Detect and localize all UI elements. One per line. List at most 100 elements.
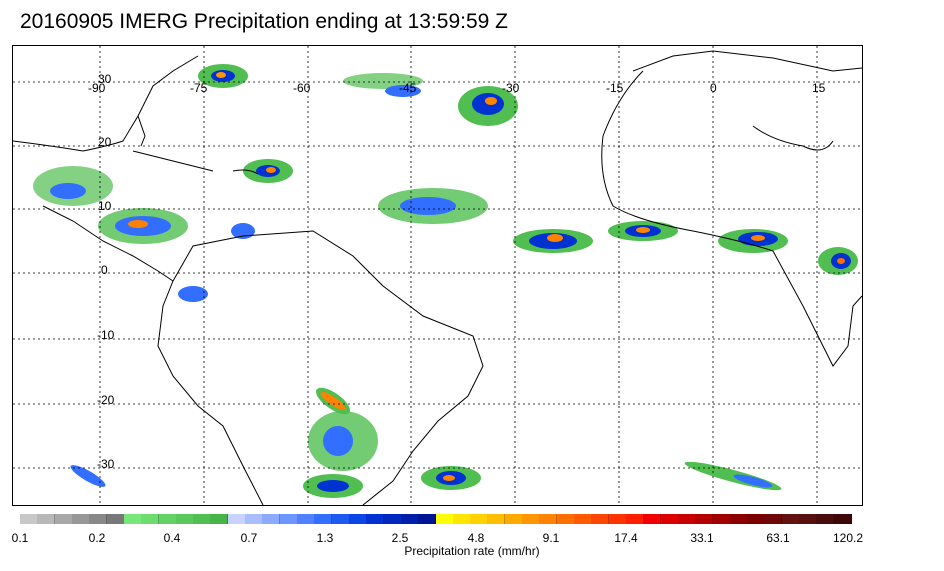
colorbar-cell xyxy=(504,514,523,524)
colorbar-cell xyxy=(20,514,38,524)
longitude-label: -15 xyxy=(606,81,624,95)
rain-cell xyxy=(485,97,497,105)
colorbar-cell xyxy=(245,514,264,524)
colorbar-cell xyxy=(158,514,177,524)
precipitation-layer xyxy=(33,64,858,498)
rain-cell xyxy=(317,480,349,492)
latitude-label: 20 xyxy=(98,135,112,149)
colorbar-cell xyxy=(764,514,783,524)
rain-cell xyxy=(320,391,346,411)
colorbar-cell xyxy=(175,514,194,524)
colorbar-tick-label: 0.4 xyxy=(163,531,181,545)
colorbar-cell xyxy=(574,514,592,524)
coastlines xyxy=(13,50,862,505)
graticule xyxy=(13,46,862,505)
latitude-label: 30 xyxy=(98,72,112,86)
rain-cell xyxy=(128,220,148,228)
colorbar-label: Precipitation rate (mm/hr) xyxy=(404,544,540,558)
colorbar-tick-label: 9.1 xyxy=(542,531,560,545)
colorbar-cell xyxy=(54,514,73,524)
colorbar-cell xyxy=(37,514,56,524)
colorbar-tick-label: 1.3 xyxy=(316,531,334,545)
colorbar-cell xyxy=(625,514,644,524)
longitude-label: -60 xyxy=(293,81,311,95)
colorbar-tick-label: 0.7 xyxy=(240,531,258,545)
colorbar-cell xyxy=(712,514,731,524)
longitude-label: -90 xyxy=(88,81,106,95)
rain-cell xyxy=(70,465,106,487)
rain-cell xyxy=(751,235,765,241)
latitude-label: 10 xyxy=(98,199,112,213)
colorbar-cell xyxy=(435,514,454,524)
latitude-label: -20 xyxy=(97,393,115,407)
latitude-label: 0 xyxy=(101,263,108,277)
colorbar-cell xyxy=(729,514,748,524)
longitude-label: -30 xyxy=(502,81,520,95)
rain-cell xyxy=(636,227,650,233)
map-title: 20160905 IMERG Precipitation ending at 1… xyxy=(20,10,508,33)
colorbar-cell xyxy=(470,514,489,524)
colorbar-cell xyxy=(816,514,835,524)
colorbar-cell xyxy=(193,514,212,524)
colorbar-cell xyxy=(279,514,298,524)
colorbar-tick-label: 2.5 xyxy=(391,531,409,545)
rain-cell xyxy=(443,475,455,481)
rain-cell xyxy=(323,426,353,456)
rain-cell xyxy=(216,72,226,78)
rain-cell xyxy=(733,474,773,488)
latitude-label: -10 xyxy=(97,328,115,342)
colorbar-cell xyxy=(799,514,818,524)
colorbar-cell xyxy=(297,514,315,524)
latitude-label: -30 xyxy=(97,457,115,471)
colorbar-cell xyxy=(608,514,627,524)
colorbar-cell xyxy=(383,514,402,524)
colorbar-tick-label: 17.4 xyxy=(614,531,638,545)
colorbar-cell xyxy=(695,514,714,524)
rain-cell xyxy=(684,461,782,491)
longitude-label: -45 xyxy=(399,81,417,95)
rain-cell xyxy=(178,286,208,302)
colorbar-cell xyxy=(643,514,662,524)
longitude-label: 0 xyxy=(710,81,717,95)
colorbar-cell xyxy=(556,514,575,524)
colorbar-cell xyxy=(591,514,610,524)
colorbar xyxy=(20,514,852,524)
colorbar-cell xyxy=(677,514,696,524)
colorbar-tick-label: 4.8 xyxy=(467,531,485,545)
colorbar-cell xyxy=(539,514,558,524)
colorbar-cell xyxy=(123,514,142,524)
rain-cell xyxy=(547,234,563,242)
precipitation-map xyxy=(12,45,863,506)
colorbar-cell xyxy=(400,514,419,524)
longitude-label: -75 xyxy=(190,81,208,95)
rain-cell xyxy=(400,197,456,215)
colorbar-cell xyxy=(366,514,385,524)
longitude-label: 15 xyxy=(812,81,826,95)
colorbar-cell xyxy=(348,514,367,524)
colorbar-cell xyxy=(418,514,437,524)
colorbar-cell xyxy=(331,514,350,524)
rain-cell xyxy=(266,167,276,173)
colorbar-cell xyxy=(262,514,281,524)
colorbar-tick-label: 0.1 xyxy=(11,531,29,545)
rain-cell xyxy=(385,85,421,97)
map-canvas xyxy=(13,46,862,505)
colorbar-cell xyxy=(106,514,125,524)
colorbar-cell xyxy=(227,514,246,524)
colorbar-tick-label: 63.1 xyxy=(766,531,790,545)
colorbar-tick-label: 33.1 xyxy=(690,531,714,545)
colorbar-cell xyxy=(487,514,506,524)
colorbar-cell xyxy=(210,514,229,524)
colorbar-cell xyxy=(747,514,766,524)
rain-cell xyxy=(50,183,86,199)
colorbar-cell xyxy=(89,514,108,524)
colorbar-tick-label: 120.2 xyxy=(832,531,864,545)
colorbar-cell xyxy=(314,514,333,524)
colorbar-cell xyxy=(833,514,852,524)
colorbar-cell xyxy=(71,514,90,524)
colorbar-cell xyxy=(452,514,471,524)
rain-cell xyxy=(837,258,845,264)
colorbar-cell xyxy=(522,514,541,524)
colorbar-tick-label: 0.2 xyxy=(88,531,106,545)
colorbar-cell xyxy=(660,514,679,524)
